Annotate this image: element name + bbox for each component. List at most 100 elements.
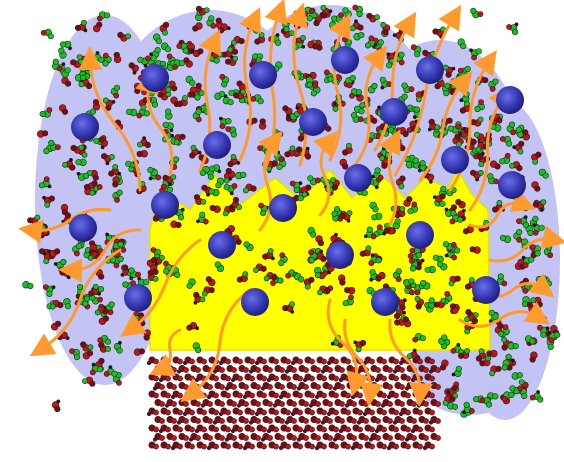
fuel-molecule bbox=[310, 415, 321, 424]
fuel-molecule bbox=[260, 432, 273, 442]
fuel-molecule bbox=[236, 398, 249, 408]
fuel-molecule bbox=[328, 390, 339, 399]
molecule-green bbox=[547, 330, 561, 344]
fuel-molecule bbox=[328, 424, 339, 433]
molecule-green bbox=[214, 90, 226, 100]
fuel-molecule bbox=[218, 407, 231, 417]
fuel-molecule bbox=[364, 424, 375, 433]
molecule-green bbox=[214, 261, 225, 272]
fuel-molecule bbox=[376, 356, 387, 365]
molecule-green bbox=[379, 76, 393, 90]
molecule-red bbox=[183, 57, 193, 68]
molecule-green bbox=[342, 294, 354, 307]
molecule-green bbox=[218, 116, 232, 130]
fuel-molecule bbox=[214, 381, 225, 390]
fuel-molecule bbox=[358, 381, 369, 390]
molecule-red bbox=[193, 194, 207, 206]
molecule-red bbox=[531, 151, 542, 165]
molecule-red bbox=[133, 82, 142, 94]
fuel-molecule bbox=[146, 407, 159, 417]
particle-sphere bbox=[496, 86, 524, 114]
fuel-molecule bbox=[212, 364, 225, 374]
fuel-molecule bbox=[284, 364, 297, 374]
molecule-red bbox=[236, 271, 249, 283]
molecule-green bbox=[363, 226, 377, 240]
molecule-green bbox=[75, 158, 87, 167]
molecule-red bbox=[108, 163, 122, 177]
fuel-molecule bbox=[232, 356, 243, 365]
fuel-molecule bbox=[388, 407, 399, 416]
heat-arrow bbox=[18, 208, 112, 244]
fuel-molecule bbox=[196, 407, 207, 416]
molecule-red bbox=[205, 276, 216, 287]
fuel-molecule bbox=[158, 424, 171, 434]
molecule-red bbox=[147, 269, 159, 282]
molecule-red bbox=[222, 205, 236, 217]
molecule-red bbox=[315, 235, 325, 247]
fuel-molecule bbox=[208, 424, 219, 433]
molecule-green bbox=[89, 294, 103, 305]
particle-sphere bbox=[441, 146, 469, 174]
particle-sphere bbox=[371, 288, 399, 316]
fuel-molecule bbox=[232, 407, 243, 416]
molecule-red bbox=[98, 315, 109, 325]
molecule-green bbox=[219, 73, 230, 88]
heat-arrow bbox=[326, 298, 370, 397]
molecule-green bbox=[165, 108, 173, 120]
molecule-red bbox=[479, 355, 492, 367]
molecule-red bbox=[403, 196, 413, 207]
molecule-red bbox=[433, 297, 447, 309]
molecule-green bbox=[307, 226, 317, 238]
molecule-red bbox=[449, 303, 459, 314]
molecule-green bbox=[294, 272, 305, 283]
fuel-molecule bbox=[338, 424, 351, 434]
fuel-molecule bbox=[214, 398, 225, 407]
molecule-green bbox=[409, 247, 422, 259]
molecule-red bbox=[201, 286, 215, 297]
fuel-molecule bbox=[220, 390, 231, 399]
molecule-green bbox=[447, 123, 461, 134]
molecule-green bbox=[112, 189, 123, 203]
fuel-molecule bbox=[392, 415, 405, 425]
heat-arrow bbox=[238, 7, 261, 162]
fuel-molecule bbox=[304, 356, 315, 365]
molecule-green bbox=[537, 324, 550, 338]
molecule-red bbox=[83, 184, 96, 196]
molecule-red bbox=[522, 129, 530, 141]
fuel-molecule bbox=[248, 415, 261, 425]
fuel-molecule bbox=[268, 390, 279, 399]
molecule-green bbox=[449, 214, 464, 225]
molecule-red bbox=[475, 348, 487, 362]
fuel-molecule bbox=[244, 373, 255, 382]
molecule-green bbox=[306, 7, 317, 22]
particle-sphere bbox=[208, 231, 236, 259]
fuel-molecule bbox=[322, 381, 333, 390]
molecule-red bbox=[42, 195, 55, 208]
molecule-green bbox=[507, 342, 519, 350]
fuel-molecule bbox=[172, 373, 183, 382]
molecule-red bbox=[80, 341, 94, 352]
molecule-red bbox=[47, 248, 61, 258]
fuel-molecule bbox=[334, 415, 345, 424]
fuel-molecule bbox=[250, 381, 261, 390]
molecule-green bbox=[501, 391, 515, 402]
fuel-molecule bbox=[166, 381, 177, 390]
molecule-red bbox=[170, 220, 182, 229]
fuel-molecule bbox=[268, 407, 279, 416]
molecule-red bbox=[406, 348, 421, 362]
molecule-green bbox=[137, 55, 151, 68]
fuel-molecule bbox=[374, 373, 387, 383]
fuel-molecule bbox=[424, 373, 435, 382]
molecule-green bbox=[96, 11, 111, 22]
fuel-molecule bbox=[232, 441, 243, 450]
fuel-molecule bbox=[292, 373, 303, 382]
molecule-red bbox=[489, 365, 502, 377]
molecule-green bbox=[40, 28, 54, 40]
fuel-molecule bbox=[328, 441, 339, 450]
particle-sphere bbox=[406, 221, 434, 249]
molecule-red bbox=[263, 272, 278, 282]
molecule-red bbox=[455, 198, 466, 209]
molecule-red bbox=[379, 155, 390, 169]
fuel-molecule bbox=[286, 432, 297, 441]
molecule-green bbox=[162, 121, 174, 133]
